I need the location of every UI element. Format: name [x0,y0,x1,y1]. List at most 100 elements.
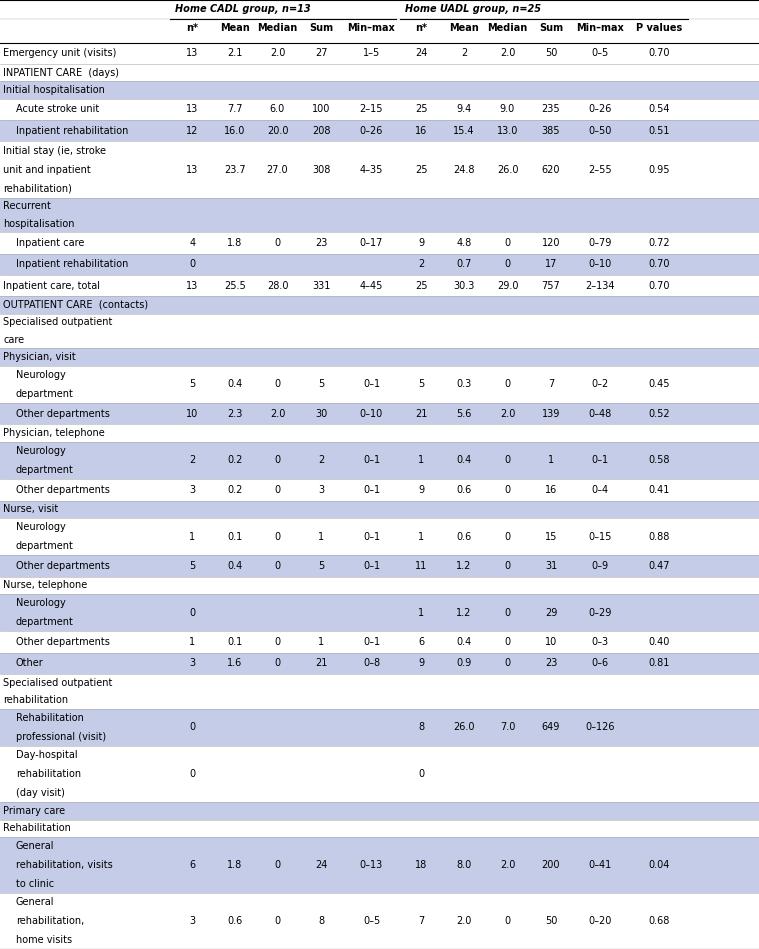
Text: Nurse, visit: Nurse, visit [3,504,58,514]
Text: 0–8: 0–8 [363,659,380,668]
Text: 331: 331 [312,281,331,290]
Text: 16: 16 [415,126,427,136]
Text: 0: 0 [505,916,511,926]
Text: 0.88: 0.88 [648,531,669,542]
Text: 0–15: 0–15 [588,531,612,542]
Text: 13: 13 [187,48,199,59]
Text: 16.0: 16.0 [225,126,246,136]
Text: 0: 0 [190,769,196,779]
Text: 0: 0 [275,238,281,248]
Text: 2.1: 2.1 [227,48,243,59]
Text: 0.4: 0.4 [456,637,471,647]
Text: 15: 15 [545,531,557,542]
Text: 5: 5 [318,561,325,571]
Bar [0,594,759,631]
Text: 1.2: 1.2 [456,561,471,571]
Text: 8: 8 [418,722,424,733]
Text: Min–max: Min–max [576,24,624,33]
Text: 24: 24 [315,860,328,870]
Text: 23: 23 [315,238,328,248]
Text: Initial hospitalisation: Initial hospitalisation [3,85,105,95]
Text: 2–15: 2–15 [360,104,383,115]
Text: 13.0: 13.0 [497,126,518,136]
Text: 30.3: 30.3 [453,281,474,290]
Bar [0,555,759,577]
Text: 1: 1 [190,637,196,647]
Text: to clinic: to clinic [16,879,54,888]
Text: 0.4: 0.4 [456,456,471,466]
Bar [0,0,759,19]
Text: 0–3: 0–3 [591,637,609,647]
Bar [0,233,759,253]
Text: 100: 100 [312,104,331,115]
Text: 0.95: 0.95 [648,164,669,175]
Text: 4: 4 [190,238,196,248]
Text: 0.1: 0.1 [228,637,243,647]
Text: 1.2: 1.2 [456,607,471,618]
Text: 2.0: 2.0 [456,916,471,926]
Text: 1: 1 [418,531,424,542]
Text: 0: 0 [275,860,281,870]
Text: 0: 0 [505,607,511,618]
Text: 31: 31 [545,561,557,571]
Text: 0.40: 0.40 [648,637,669,647]
Text: Emergency unit (visits): Emergency unit (visits) [3,48,116,59]
Text: 139: 139 [542,409,560,419]
Text: rehabilitation: rehabilitation [16,769,81,779]
Text: 0.45: 0.45 [648,380,669,389]
Bar [0,500,759,518]
Text: hospitalisation: hospitalisation [3,218,74,229]
Text: 0: 0 [505,259,511,270]
Bar [0,424,759,442]
Text: 0.4: 0.4 [228,380,243,389]
Text: 0: 0 [275,916,281,926]
Text: 0–17: 0–17 [360,238,383,248]
Text: 1: 1 [319,531,325,542]
Text: 2.0: 2.0 [500,48,515,59]
Text: 0–50: 0–50 [588,126,612,136]
Text: department: department [16,617,74,627]
Text: General: General [16,898,55,907]
Text: 649: 649 [542,722,560,733]
Text: 30: 30 [316,409,328,419]
Text: 0: 0 [190,259,196,270]
Text: 0.54: 0.54 [648,104,669,115]
Text: home visits: home visits [16,935,72,944]
Text: 308: 308 [312,164,331,175]
Text: 2–134: 2–134 [585,281,615,290]
Text: 0: 0 [275,485,281,494]
Text: 4–35: 4–35 [360,164,383,175]
Text: 24: 24 [415,48,427,59]
Text: 6: 6 [190,860,196,870]
Text: 2.3: 2.3 [227,409,243,419]
Text: 0–9: 0–9 [591,561,609,571]
Text: 25.5: 25.5 [224,281,246,290]
Text: 9.4: 9.4 [456,104,471,115]
Bar [0,121,759,141]
Text: Other departments: Other departments [16,485,110,494]
Text: 13: 13 [187,104,199,115]
Text: Recurrent: Recurrent [3,201,51,212]
Text: 0.41: 0.41 [648,485,669,494]
Bar [0,19,759,43]
Text: department: department [16,389,74,399]
Text: 1: 1 [418,607,424,618]
Text: 0–10: 0–10 [588,259,612,270]
Text: Neurology: Neurology [16,598,66,608]
Text: n*: n* [187,24,199,33]
Text: 0.70: 0.70 [648,48,669,59]
Text: 50: 50 [545,48,557,59]
Bar [0,577,759,594]
Bar [0,709,759,746]
Text: 2: 2 [461,48,467,59]
Text: 8: 8 [319,916,325,926]
Bar [0,365,759,403]
Text: Rehabilitation: Rehabilitation [16,713,84,723]
Text: 0.3: 0.3 [456,380,471,389]
Text: Physician, visit: Physician, visit [3,352,76,362]
Text: 0–1: 0–1 [363,531,380,542]
Text: Home CADL group, n=13: Home CADL group, n=13 [175,5,310,14]
Text: 18: 18 [415,860,427,870]
Text: rehabilitation): rehabilitation) [3,183,72,194]
Text: 21: 21 [415,409,427,419]
